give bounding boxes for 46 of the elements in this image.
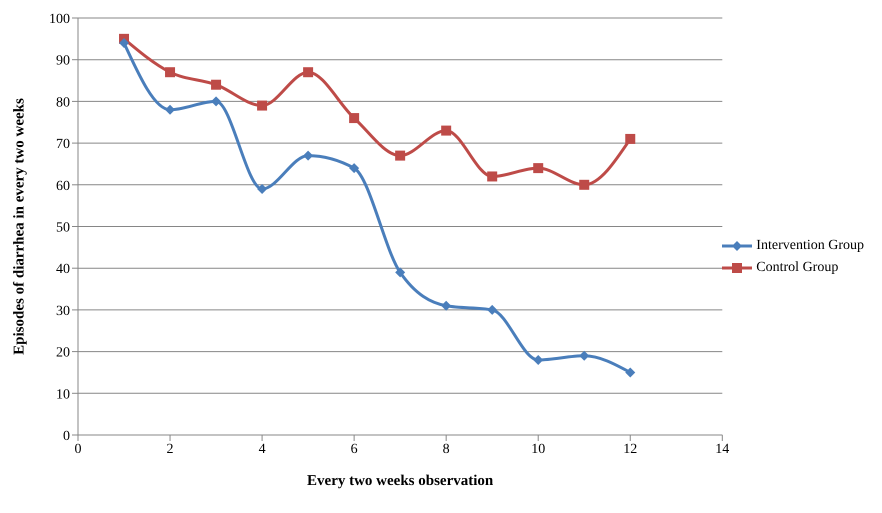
point: [349, 163, 360, 174]
x-tick-label: 6: [350, 442, 358, 457]
point: [625, 367, 636, 378]
y-tick-label: 70: [56, 137, 70, 152]
y-tick-label: 30: [56, 304, 70, 319]
point: [257, 184, 268, 194]
x-axis-title: Every two weeks observation: [307, 473, 494, 489]
y-tick-label: 20: [56, 346, 70, 361]
y-tick-label: 0: [63, 428, 70, 444]
point: [211, 96, 222, 106]
point: [119, 38, 130, 48]
x-tick-label: 12: [623, 442, 638, 457]
y-tick-label: 90: [56, 54, 70, 69]
point: [303, 67, 314, 78]
y-tick-label: 50: [56, 220, 70, 236]
legend-label: Intervention Group: [756, 238, 864, 254]
x-tick-label: 14: [715, 442, 730, 457]
x-tick-label: 2: [166, 442, 174, 457]
y-tick-label: 60: [56, 178, 70, 194]
point: [349, 113, 360, 124]
point: [211, 80, 222, 90]
y-tick-label: 100: [49, 12, 70, 27]
y-tick-label: 80: [56, 95, 70, 110]
y-tick-label: 10: [56, 387, 70, 402]
y-tick-label: 40: [56, 262, 70, 278]
point: [487, 171, 498, 182]
point: [303, 150, 314, 161]
point: [395, 267, 406, 278]
point: [441, 300, 452, 311]
x-tick-label: 4: [258, 442, 266, 457]
point: [257, 100, 268, 111]
point: [165, 104, 176, 115]
point: [165, 67, 176, 78]
point: [625, 134, 636, 144]
point: [533, 354, 544, 365]
point: [533, 163, 544, 174]
point: [441, 126, 452, 136]
point: [487, 304, 498, 315]
legend-label: Control Group: [756, 260, 838, 276]
x-tick-label: 8: [442, 442, 450, 457]
x-tick-label: 0: [74, 442, 82, 457]
y-axis-title: Episodes of diarrhea in every two weeks: [11, 98, 28, 355]
point: [579, 180, 590, 190]
point: [579, 350, 590, 361]
point: [395, 150, 406, 161]
x-tick-label: 10: [531, 442, 546, 457]
